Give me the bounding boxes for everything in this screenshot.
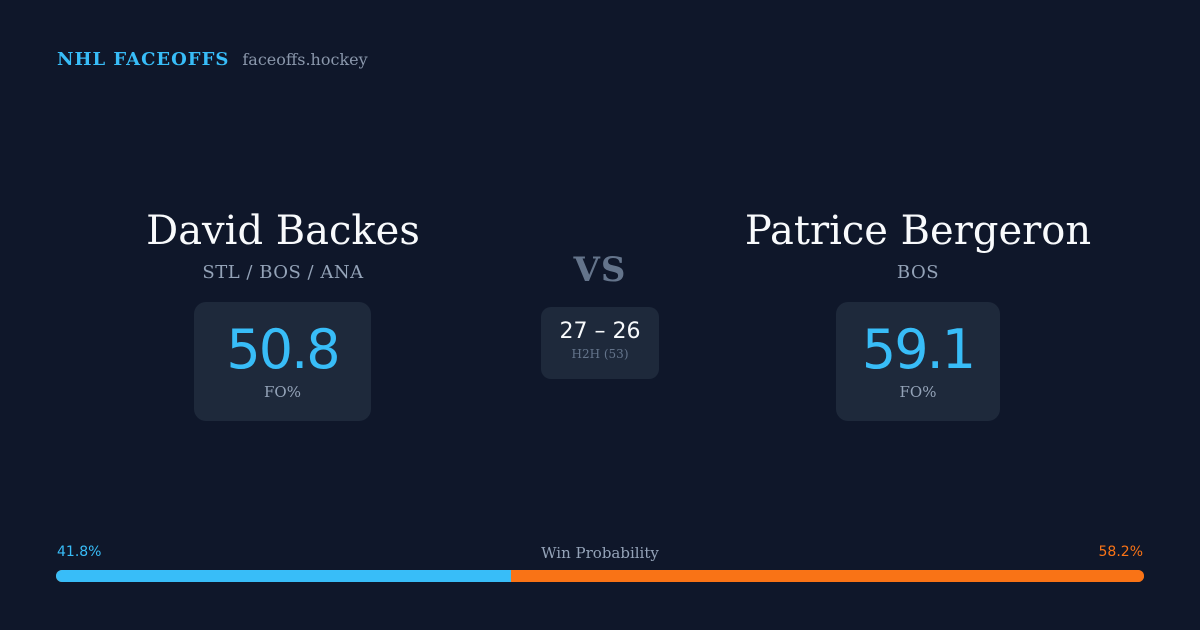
- player-left-name: David Backes: [146, 208, 420, 254]
- win-prob-bar: [56, 570, 1144, 582]
- win-prob-bar-left: [56, 570, 511, 582]
- player-right: Patrice Bergeron BOS: [698, 205, 1138, 283]
- player-left-fo-pct: 50.8: [226, 318, 340, 381]
- h2h-score: 27 – 26: [559, 319, 641, 344]
- player-right-name: Patrice Bergeron: [744, 208, 1092, 254]
- player-left-fo-label: FO%: [264, 383, 301, 401]
- win-prob-right-label: 58.2%: [1098, 544, 1143, 560]
- player-left: David Backes STL / BOS / ANA: [63, 205, 503, 283]
- h2h-box: 27 – 26 H2H (53): [541, 307, 659, 379]
- player-right-fo-label: FO%: [899, 383, 937, 401]
- win-prob-left-label: 41.8%: [57, 544, 102, 560]
- player-left-stat-box: 50.8 FO%: [194, 302, 371, 421]
- player-right-teams: BOS: [896, 262, 940, 283]
- brand-name: NHL FACEOFFS: [57, 49, 230, 70]
- player-left-teams: STL / BOS / ANA: [202, 262, 364, 283]
- player-right-stat-box: 59.1 FO%: [836, 302, 1000, 421]
- win-prob-bar-right: [510, 570, 1144, 582]
- player-right-fo-pct: 59.1: [861, 318, 976, 381]
- brand-header: NHL FACEOFFS faceoffs.hockey: [57, 49, 368, 70]
- h2h-label: H2H (53): [571, 347, 629, 361]
- win-prob-title: Win Probability: [541, 544, 659, 562]
- vs-label: VS: [573, 250, 627, 290]
- brand-domain: faceoffs.hockey: [242, 50, 368, 69]
